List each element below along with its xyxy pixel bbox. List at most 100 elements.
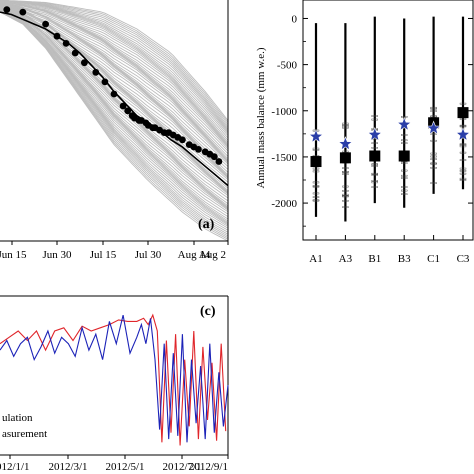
ensemble-member-line [0, 9, 229, 217]
x-tick-label: 2012/3/1 [48, 461, 87, 473]
ensemble-outlier [459, 170, 467, 172]
ensemble-outlier [342, 125, 349, 128]
observation-point [62, 40, 70, 47]
ensemble-outlier [342, 150, 349, 153]
observation-point [3, 6, 11, 13]
ensemble-member-line [0, 7, 229, 183]
ensemble-outlier [459, 102, 467, 105]
observed-star-marker [308, 128, 324, 143]
simulated-square-marker [398, 150, 410, 162]
ensemble-member-line [0, 1, 229, 141]
y-tick-label: -1000 [271, 106, 297, 118]
ensemble-member-line [0, 1, 229, 136]
observation-point [119, 102, 127, 110]
x-tick-label: A1 [309, 253, 322, 265]
observation-point [179, 136, 186, 144]
ensemble-member-line [0, 0, 229, 127]
ensemble-member-line [0, 10, 229, 227]
x-tick-label: A3 [339, 253, 353, 265]
observed-star-marker [426, 120, 442, 135]
observation-point [19, 8, 27, 16]
simulation-line [0, 313, 227, 446]
panel-b: 0 -500 -1000 -1500 -2000 A1 A3 B1 B3 C1 C3 Annual… [255, 0, 474, 265]
ensemble-member-line [0, 3, 229, 148]
ensemble-band [0, 0, 229, 242]
ensemble-outlier [401, 169, 408, 172]
ensemble-outlier [459, 159, 467, 161]
ensemble-outlier [459, 172, 467, 175]
ensemble-outlier [312, 196, 320, 198]
observed-star-marker [396, 116, 412, 131]
ensemble-member-line [0, 8, 229, 202]
ensemble-outlier [430, 155, 437, 158]
ensemble-member-line [0, 3, 229, 155]
ensemble-outlier [459, 151, 467, 154]
x-tick-label: Jul 15 [90, 249, 117, 261]
simulated-square-marker [310, 156, 322, 168]
ensemble-member-line [0, 8, 229, 199]
ensemble-member-line [0, 1, 229, 133]
observation-point [71, 49, 79, 57]
ensemble-outlier [401, 186, 408, 188]
ensemble-outlier [342, 190, 349, 192]
observation-point [210, 153, 218, 161]
ensemble-outlier [371, 181, 378, 184]
observed-mass-balance-stars [308, 116, 471, 151]
ensemble-outlier [430, 152, 437, 155]
x-tick-label: Jul 30 [135, 249, 162, 261]
ensemble-outlier [401, 162, 408, 164]
x-tick-label: 2012/5/1 [105, 461, 144, 473]
ensemble-outlier [371, 165, 378, 167]
ensemble-outlier [371, 147, 378, 149]
observation-point [215, 158, 223, 165]
ensemble-outlier [459, 118, 467, 120]
ensemble-member-line [0, 0, 229, 121]
ensemble-outlier [459, 144, 467, 146]
panel-b-y-ticks: 0 -500 -1000 -1500 -2000 [271, 13, 473, 227]
panel-b-frame [302, 0, 474, 241]
ensemble-outlier [342, 193, 349, 196]
ensemble-member-line [0, 0, 229, 125]
x-tick-label: B1 [368, 253, 381, 265]
simulated-square-marker [369, 150, 381, 162]
ensemble-outlier [371, 142, 378, 144]
ensemble-outlier [401, 177, 408, 179]
observed-star-marker [337, 136, 353, 151]
ensemble-outlier [371, 186, 378, 188]
legend-simulation-label: ulation [2, 412, 33, 424]
ensemble-scatter-columns [312, 16, 467, 222]
ensemble-outlier [430, 167, 437, 169]
ensemble-outlier [430, 115, 437, 118]
ensemble-outlier [342, 173, 349, 175]
observation-point [92, 68, 100, 76]
ensemble-member-line [0, 10, 229, 233]
ensemble-member-line [0, 4, 229, 173]
ensemble-outlier [430, 133, 437, 135]
ensemble-member-line [0, 0, 229, 123]
ensemble-outlier [430, 182, 437, 184]
observation-point [195, 146, 202, 153]
observation-point [42, 20, 49, 28]
ensemble-outlier [342, 126, 349, 129]
ensemble-member-line [0, 3, 229, 152]
ensemble-outlier [430, 158, 437, 160]
ensemble-outlier [459, 167, 467, 170]
y-tick-label: -2000 [271, 198, 297, 210]
x-tick-label: Aug 2 [199, 249, 226, 261]
ensemble-outlier [401, 174, 408, 177]
ensemble-outlier [312, 192, 320, 195]
x-tick-label: 2012/7/1 [162, 461, 201, 473]
ensemble-member-line [0, 10, 229, 213]
ensemble-outlier [430, 139, 437, 142]
ensemble-outlier [312, 199, 320, 202]
ensemble-outlier [342, 167, 349, 169]
ensemble-member-line [0, 3, 229, 150]
legend-measurement-label: asurement [2, 428, 47, 440]
ensemble-outlier [312, 167, 320, 170]
simulated-mass-balance-squares [310, 107, 469, 168]
ensemble-outlier [371, 174, 378, 176]
observation-points [3, 6, 223, 165]
